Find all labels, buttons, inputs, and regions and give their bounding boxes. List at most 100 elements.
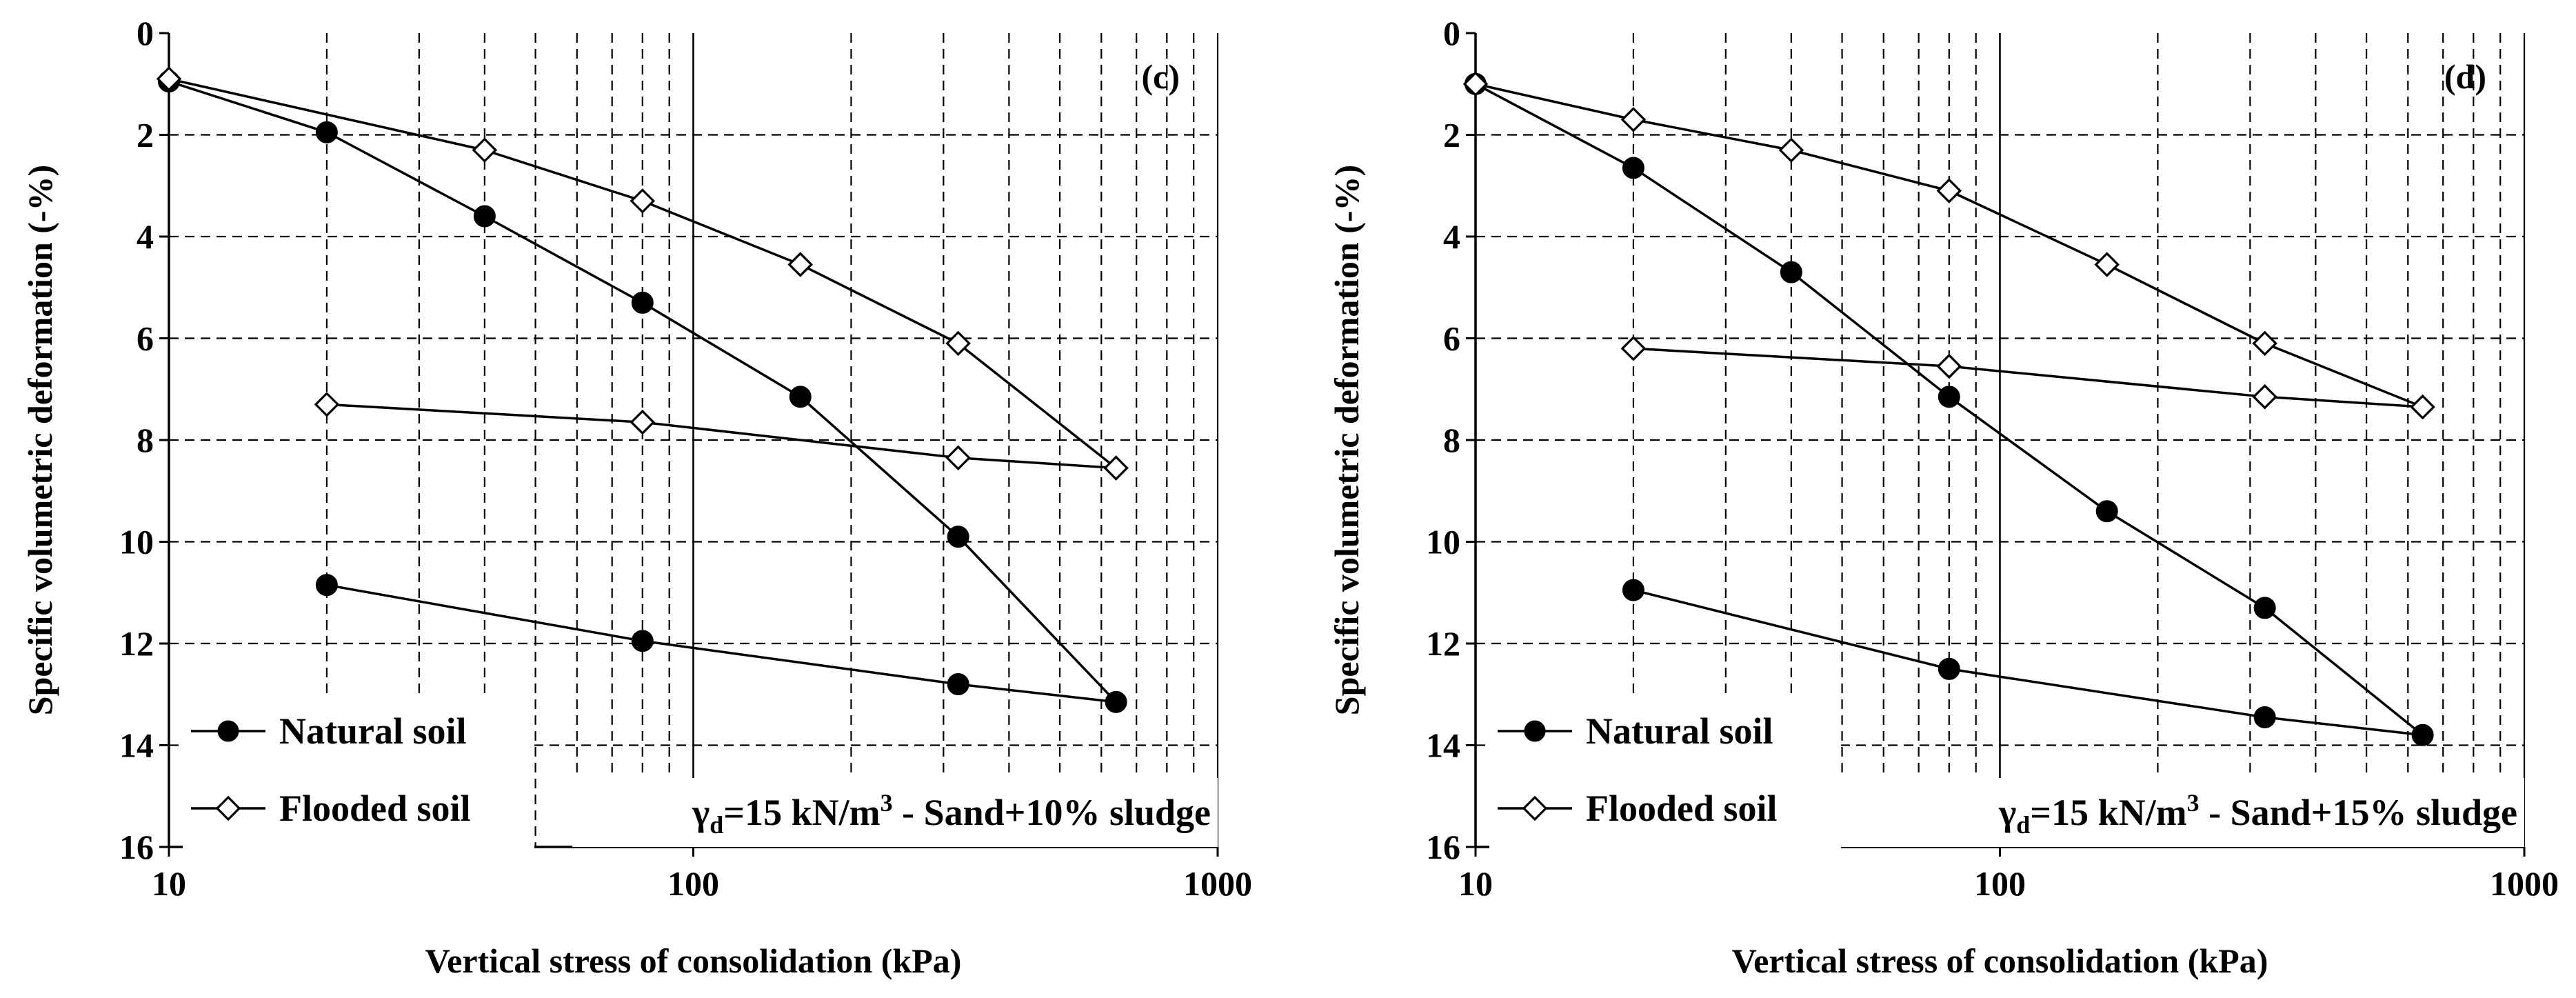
annotation-suffix: - Sand+10% sludge: [893, 792, 1211, 833]
data-point-natural: [473, 205, 496, 228]
panel-label: (d): [2444, 57, 2486, 96]
data-point-natural: [1938, 657, 1960, 680]
data-point-natural: [2095, 500, 2118, 523]
legend-marker-diamond: [215, 795, 241, 821]
y-tick-label: 12: [119, 624, 154, 663]
y-tick-label: 12: [1426, 624, 1460, 663]
legend-label: Flooded soil: [1586, 788, 1778, 829]
data-point-flooded: [2410, 394, 2435, 420]
data-point-flooded: [1103, 455, 1129, 481]
series-line: [168, 80, 1118, 703]
data-point-flooded: [156, 66, 182, 92]
data-point-natural: [631, 291, 654, 314]
annotation-gamma: γ: [1998, 792, 2016, 833]
data-point-flooded: [945, 330, 971, 357]
y-tick-label: 4: [137, 217, 154, 256]
annotation-superscript: 3: [881, 789, 893, 817]
annotation-gamma: γ: [692, 792, 710, 833]
annotation-text: γd=15 kN/m3 - Sand+10% sludge: [692, 789, 1211, 839]
legend-background: [183, 693, 534, 859]
data-point-flooded: [1936, 178, 1962, 203]
x-tick-label: 100: [667, 864, 719, 903]
annotation-superscript: 3: [2187, 789, 2200, 817]
data-point-flooded: [630, 409, 656, 435]
y-tick-label: 16: [119, 828, 154, 866]
data-point-flooded: [630, 188, 656, 214]
y-tick-label: 14: [119, 726, 154, 765]
data-point-natural: [1938, 386, 1960, 408]
legend-marker-diamond: [1522, 795, 1548, 821]
y-tick-label: 4: [1443, 217, 1460, 256]
data-point-natural: [315, 574, 338, 597]
annotation-subscript: d: [2016, 811, 2030, 839]
data-point-natural: [2253, 597, 2276, 619]
y-tick-label: 0: [137, 14, 154, 52]
data-point-natural: [2253, 706, 2276, 728]
legend: Natural soil Flooded soil: [1489, 693, 1841, 859]
x-tick-label: 10: [1458, 864, 1493, 903]
annotation-prefix: =15 kN/m: [723, 792, 880, 833]
data-point-flooded: [2094, 252, 2120, 277]
annotation: γd=15 kN/m3 - Sand+15% sludge: [1838, 778, 2524, 847]
annotation-subscript: d: [710, 811, 723, 839]
legend: Natural soil Flooded soil: [183, 693, 534, 859]
y-tick-label: 6: [1443, 319, 1460, 358]
y-tick-label: 16: [1426, 828, 1460, 866]
legend-label: Flooded soil: [279, 788, 471, 829]
x-axis-title: Vertical stress of consolidation (kPa): [1732, 941, 2268, 980]
data-point-flooded: [2252, 330, 2277, 357]
series-natural-soil: [158, 70, 1127, 713]
annotation-background: [1838, 778, 2524, 847]
annotation-background: [572, 778, 1218, 847]
data-point-flooded: [2252, 384, 2277, 410]
x-tick-label: 100: [1974, 864, 2026, 903]
y-tick-label: 2: [137, 116, 154, 154]
data-point-natural: [947, 673, 969, 695]
legend-marker-circle: [1524, 720, 1546, 742]
data-point-natural: [1105, 690, 1127, 713]
data-point-natural: [315, 121, 338, 143]
data-point-natural: [947, 526, 969, 548]
y-axis-title: Specific volumetric deformation (-%): [1327, 165, 1366, 715]
data-point-natural: [789, 386, 812, 408]
data-point-natural: [1780, 261, 1802, 283]
x-tick-label: 10: [152, 864, 186, 903]
data-point-flooded: [1462, 71, 1489, 97]
y-tick-label: 6: [137, 319, 154, 358]
series-line: [1475, 83, 2424, 737]
x-axis-title: Vertical stress of consolidation (kPa): [425, 941, 962, 980]
data-point-natural: [631, 630, 654, 652]
y-tick-label: 8: [1443, 421, 1460, 459]
annotation-suffix: - Sand+15% sludge: [2200, 792, 2517, 833]
data-point-flooded: [1620, 107, 1647, 132]
data-point-flooded: [945, 445, 971, 471]
data-point-natural: [1622, 157, 1644, 179]
data-point-flooded: [1620, 335, 1647, 361]
series-line: [1475, 83, 2424, 408]
y-axis-title: Specific volumetric deformation (-%): [21, 165, 59, 715]
data-point-flooded: [1778, 137, 1804, 163]
legend-label: Natural soil: [279, 710, 467, 752]
panel-label: (c): [1142, 57, 1180, 96]
series-natural-soil: [1465, 72, 2434, 746]
series-flooded-soil: [1462, 71, 2435, 420]
y-tick-label: 0: [1443, 14, 1460, 52]
annotation-text: γd=15 kN/m3 - Sand+15% sludge: [1998, 789, 2517, 839]
y-tick-label: 8: [137, 421, 154, 459]
y-tick-label: 10: [119, 523, 154, 561]
x-tick-label: 1000: [2490, 864, 2559, 903]
annotation: γd=15 kN/m3 - Sand+10% sludge: [572, 778, 1218, 847]
annotation-prefix: =15 kN/m: [2030, 792, 2186, 833]
data-point-natural: [2411, 723, 2434, 746]
x-tick-label: 1000: [1183, 864, 1252, 903]
data-point-natural: [1622, 579, 1644, 601]
series-flooded-soil: [156, 66, 1129, 481]
legend-label: Natural soil: [1586, 710, 1773, 752]
y-tick-label: 2: [1443, 116, 1460, 154]
y-tick-label: 10: [1426, 523, 1460, 561]
legend-background: [1489, 693, 1841, 859]
data-point-flooded: [1936, 353, 1962, 379]
